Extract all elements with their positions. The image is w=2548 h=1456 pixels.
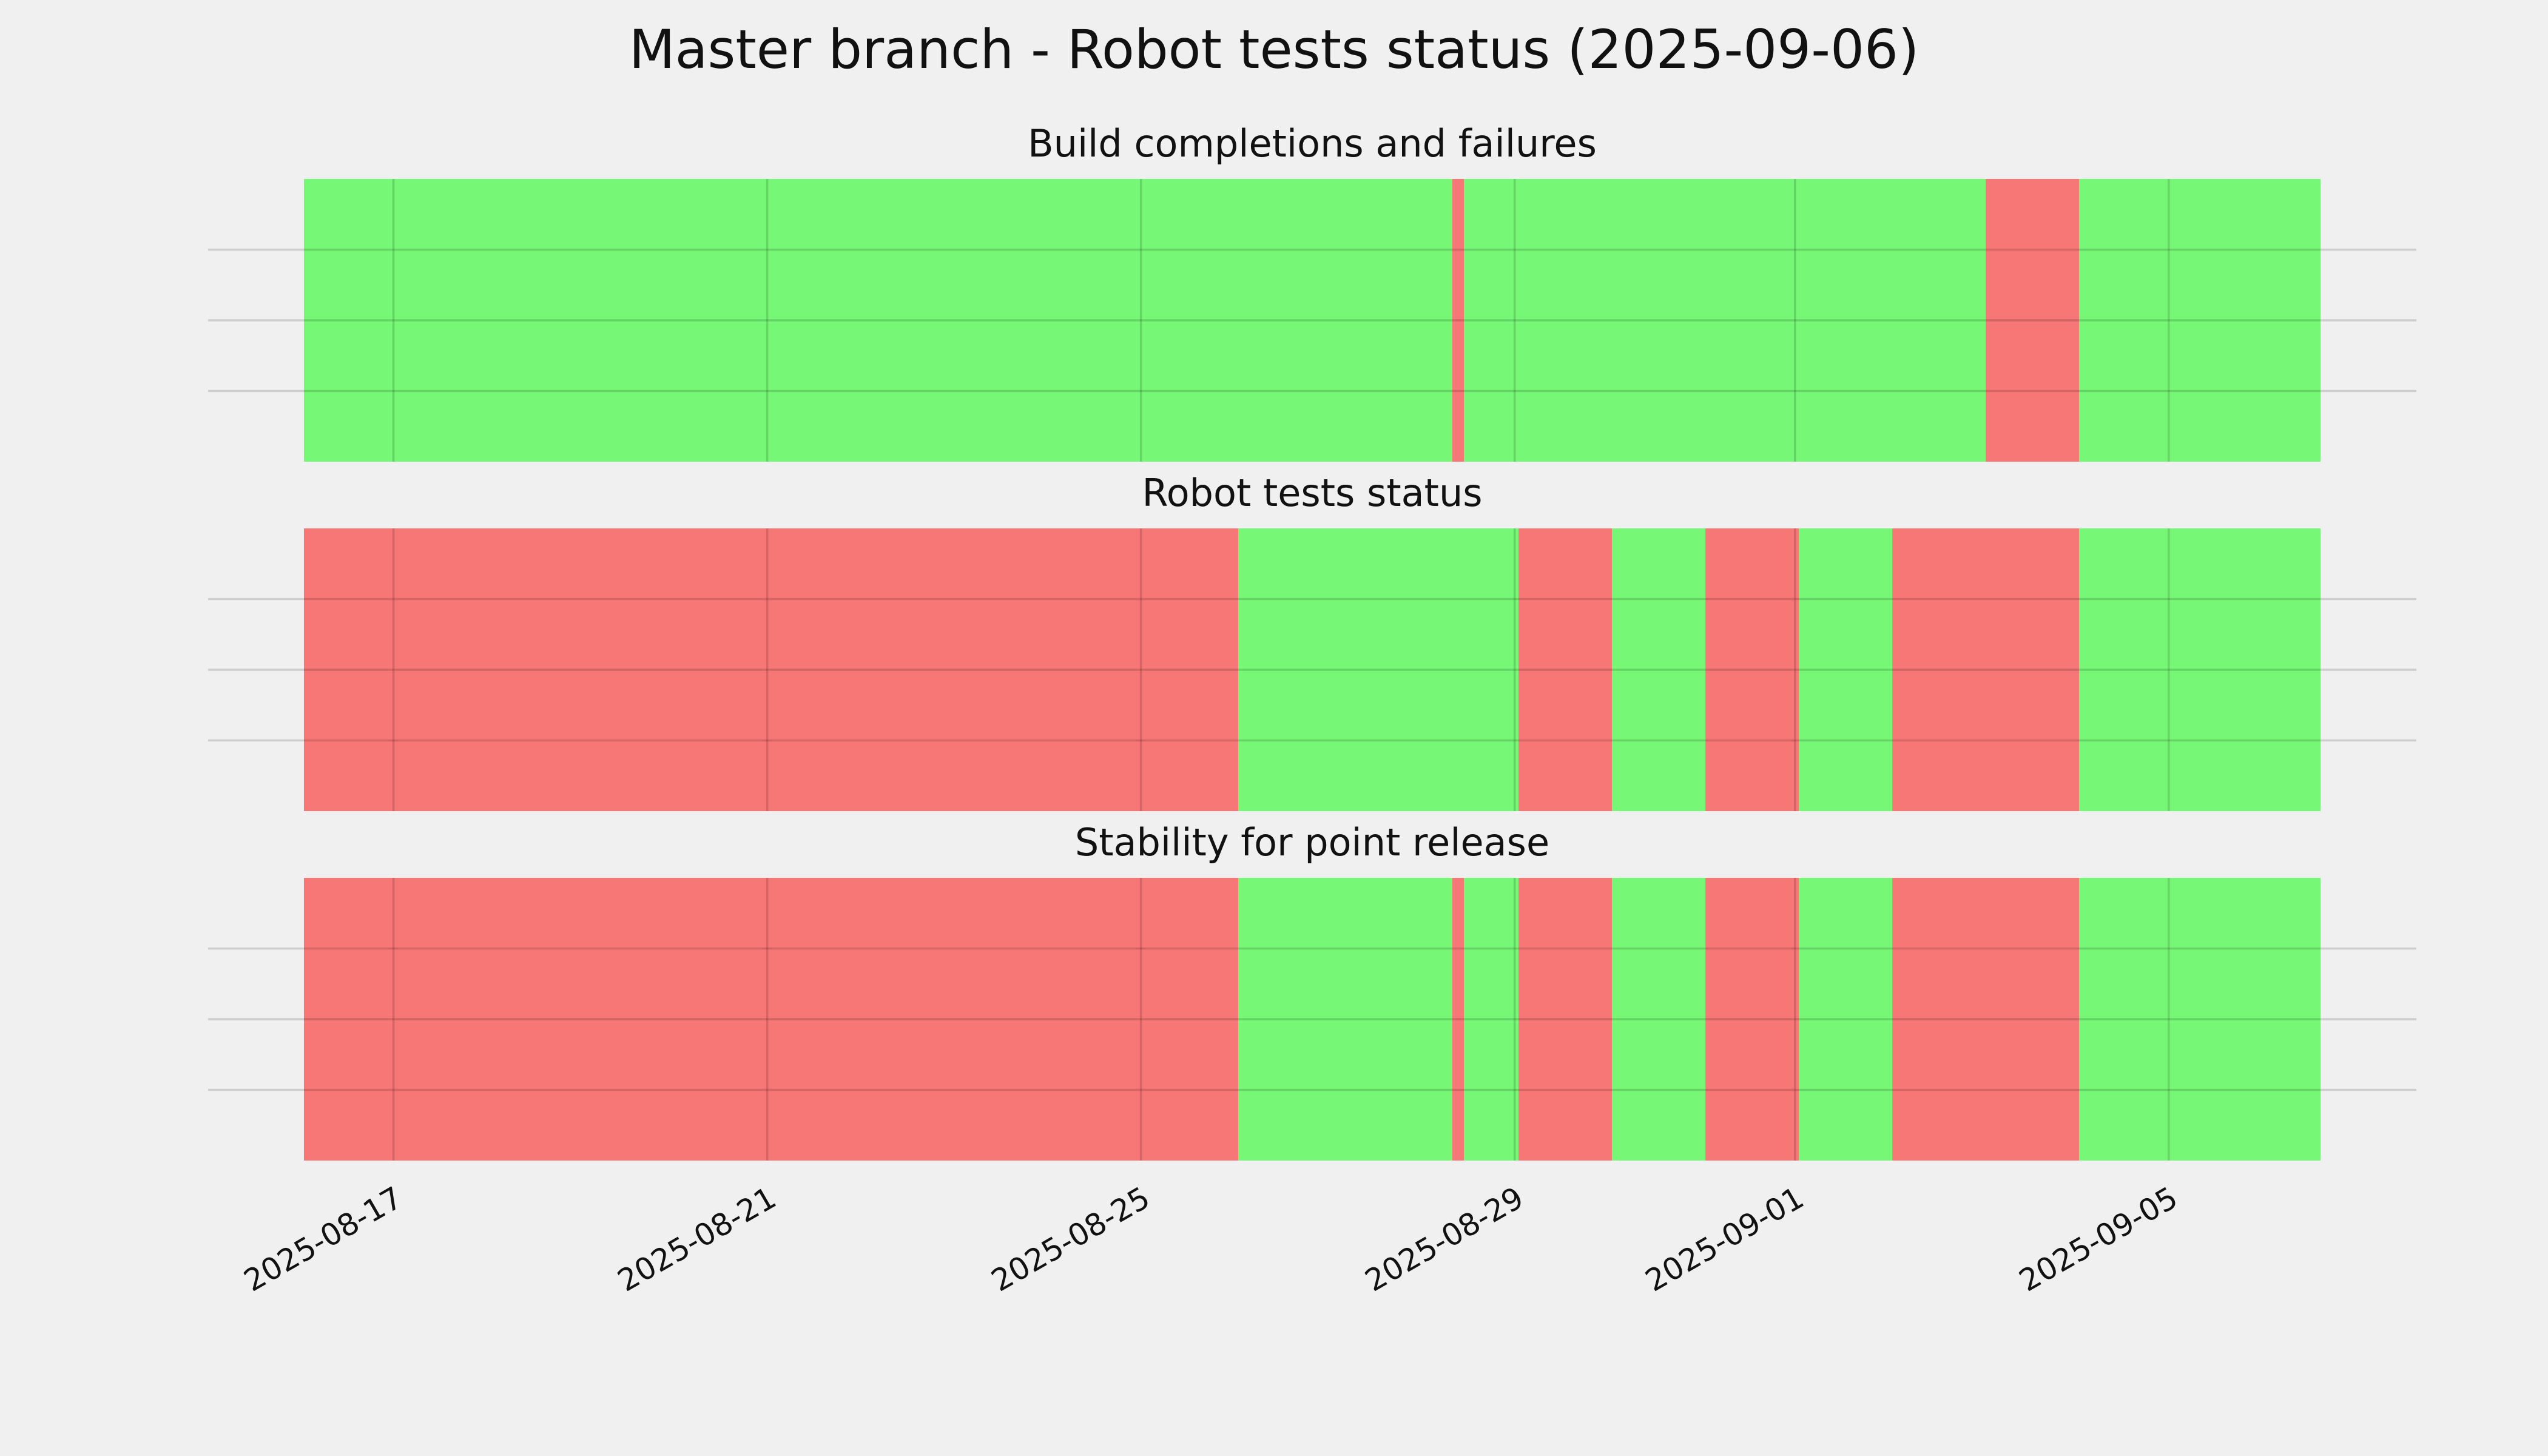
x-tick-label: 2025-08-25 xyxy=(985,1180,1156,1299)
status-segment xyxy=(1452,179,1464,462)
status-segment xyxy=(1705,878,1799,1161)
status-segment xyxy=(1705,528,1799,811)
panel-title: Build completions and failures xyxy=(1028,121,1597,166)
status-segment xyxy=(2079,528,2320,811)
status-segment xyxy=(1464,878,1519,1161)
status-segment xyxy=(2079,878,2320,1161)
panel-title: Robot tests status xyxy=(1142,471,1482,515)
status-segment xyxy=(304,528,1239,811)
status-segment xyxy=(1518,528,1613,811)
panel-title: Stability for point release xyxy=(1075,820,1549,864)
x-tick-label: 2025-08-21 xyxy=(612,1180,782,1299)
status-segment xyxy=(1986,179,2080,462)
chart-title: Master branch - Robot tests status (2025… xyxy=(629,18,1919,81)
status-segment xyxy=(304,878,1239,1161)
status-segment xyxy=(1799,878,1893,1161)
status-segment xyxy=(1612,878,1706,1161)
status-segment xyxy=(1892,528,2080,811)
x-tick-label: 2025-09-05 xyxy=(2013,1180,2183,1299)
status-segment xyxy=(1518,878,1613,1161)
status-segment xyxy=(1612,528,1706,811)
status-segment xyxy=(1238,528,1519,811)
x-tick-label: 2025-09-01 xyxy=(1639,1180,1810,1299)
status-segment xyxy=(1238,878,1453,1161)
x-tick-label: 2025-08-17 xyxy=(238,1180,408,1299)
status-segment xyxy=(1452,878,1464,1161)
status-segment xyxy=(1464,179,1986,462)
status-segment xyxy=(2079,179,2320,462)
status-segment xyxy=(1799,528,1893,811)
status-segment xyxy=(304,179,1453,462)
x-tick-label: 2025-08-29 xyxy=(1359,1180,1529,1299)
status-segment xyxy=(1892,878,2080,1161)
